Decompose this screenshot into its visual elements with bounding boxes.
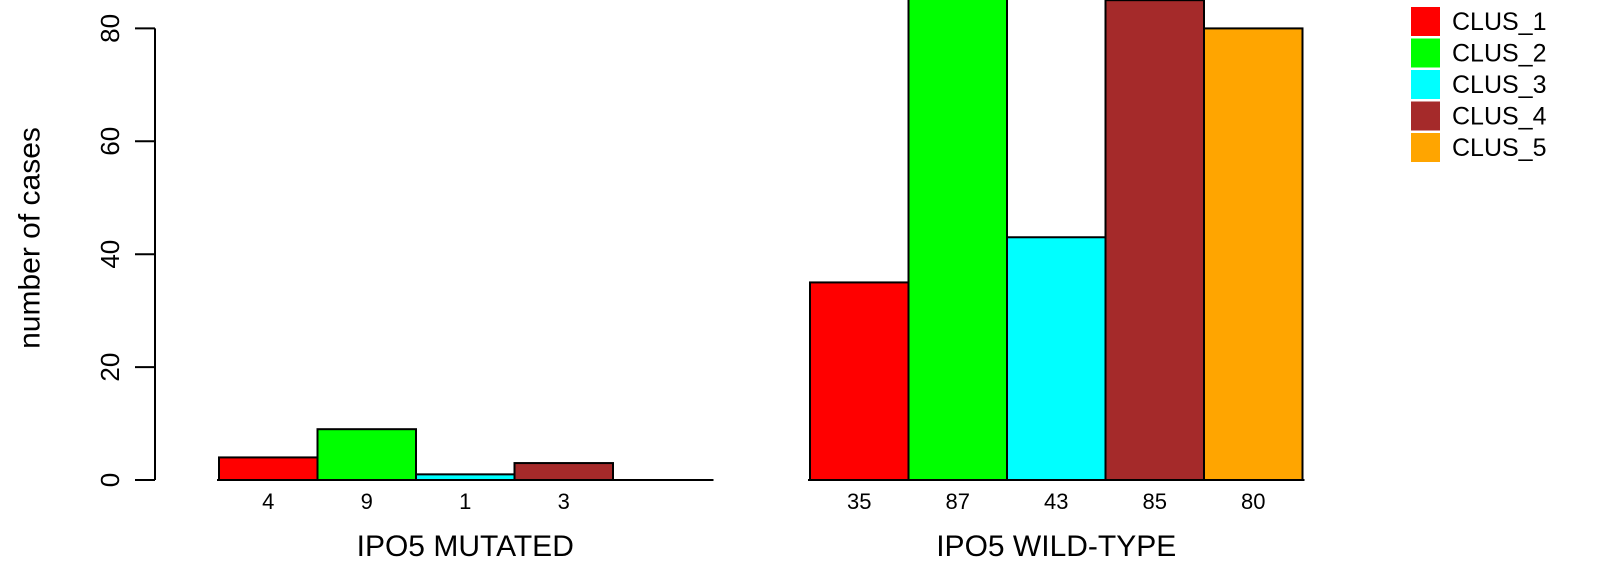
bar-clus_5: [1203, 27, 1304, 482]
legend-item-clus_3: CLUS_3: [1411, 70, 1547, 99]
y-axis-label: number of cases: [14, 127, 47, 349]
legend-swatch: [1411, 70, 1440, 99]
bar-clus_2: [316, 428, 417, 482]
bar-value-label: 43: [1044, 489, 1068, 514]
bar-clus_4: [513, 462, 614, 482]
legend-swatch: [1411, 133, 1440, 162]
bar-value-label: 1: [459, 489, 471, 514]
legend-item-clus_4: CLUS_4: [1411, 101, 1547, 131]
y-tick-label: 20: [95, 353, 125, 382]
bar-group-2: 35 87 43 85 80 IPO5 WILD-TYPE: [808, 0, 1305, 563]
legend-swatch: [1411, 38, 1440, 68]
legend-label: CLUS_5: [1452, 134, 1547, 162]
legend-item-clus_5: CLUS_5: [1411, 133, 1547, 162]
legend-swatch: [1411, 7, 1440, 36]
group-label: IPO5 WILD-TYPE: [936, 530, 1176, 563]
group-label: IPO5 MUTATED: [357, 530, 574, 563]
legend-item-clus_2: CLUS_2: [1411, 38, 1547, 68]
bar-groups: 4 9 1 3 IPO5 MUTATED 35 87 43 85 80 IPO5 WILD-TYPE: [217, 0, 1305, 563]
legend: CLUS_1 CLUS_2 CLUS_3 CLUS_4 CLUS_5: [1411, 7, 1547, 162]
bar-value-label: 85: [1143, 489, 1167, 514]
bar-value-label: 9: [361, 489, 373, 514]
bar-clus_3: [1006, 236, 1107, 481]
legend-item-clus_1: CLUS_1: [1411, 7, 1547, 36]
bar-group-1: 4 9 1 3 IPO5 MUTATED: [217, 428, 714, 563]
bar-value-label: 4: [262, 489, 274, 514]
bar-clus_4: [1104, 0, 1205, 482]
y-tick-label: 0: [95, 473, 125, 487]
y-axis: 0 20 40 60 80: [95, 14, 156, 487]
bar-clus_1: [809, 281, 910, 481]
bar-value-label: 35: [847, 489, 871, 514]
y-tick-label: 60: [95, 127, 125, 156]
bar-clus_2: [907, 0, 1008, 481]
legend-label: CLUS_4: [1452, 103, 1547, 131]
legend-label: CLUS_1: [1452, 8, 1547, 36]
bar-clus_1: [218, 456, 319, 482]
bar-clus_3: [415, 473, 516, 482]
y-tick-label: 80: [95, 14, 125, 43]
legend-swatch: [1411, 101, 1440, 131]
bar-value-label: 87: [946, 489, 970, 514]
bar-value-label: 3: [558, 489, 570, 514]
bar-value-label: 80: [1241, 489, 1265, 514]
y-tick-label: 40: [95, 240, 125, 269]
legend-label: CLUS_3: [1452, 71, 1547, 99]
legend-label: CLUS_2: [1452, 40, 1547, 68]
